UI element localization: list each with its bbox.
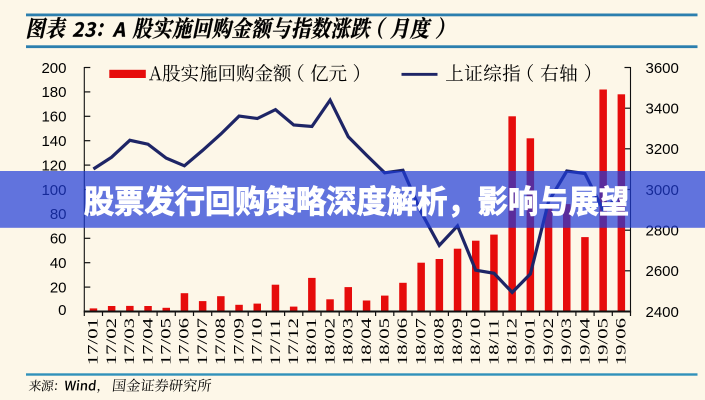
svg-text:18/12: 18/12 bbox=[504, 318, 520, 365]
svg-text:18/05: 18/05 bbox=[376, 318, 392, 365]
svg-text:60: 60 bbox=[50, 231, 67, 248]
svg-text:120: 120 bbox=[41, 157, 66, 174]
svg-text:17/11: 17/11 bbox=[267, 319, 283, 365]
svg-text:19/04: 19/04 bbox=[576, 318, 592, 365]
svg-text:18/04: 18/04 bbox=[358, 318, 374, 365]
svg-text:17/05: 17/05 bbox=[158, 318, 174, 365]
svg-text:18/09: 18/09 bbox=[449, 318, 465, 365]
svg-text:2600: 2600 bbox=[646, 263, 679, 280]
svg-text:19/01: 19/01 bbox=[522, 318, 538, 365]
svg-text:19/05: 19/05 bbox=[595, 318, 611, 365]
svg-text:17/03: 17/03 bbox=[121, 318, 137, 365]
svg-text:17/09: 17/09 bbox=[231, 318, 247, 365]
svg-text:3200: 3200 bbox=[646, 141, 679, 158]
svg-text:17/06: 17/06 bbox=[176, 318, 192, 365]
svg-text:18/10: 18/10 bbox=[467, 318, 483, 365]
svg-text:17/12: 17/12 bbox=[285, 318, 301, 365]
svg-text:17/01: 17/01 bbox=[85, 318, 101, 365]
svg-text:140: 140 bbox=[41, 133, 66, 150]
svg-text:19/02: 19/02 bbox=[540, 318, 556, 365]
svg-text:18/08: 18/08 bbox=[431, 318, 447, 365]
svg-text:18/11: 18/11 bbox=[485, 319, 501, 365]
svg-text:19/06: 19/06 bbox=[613, 318, 629, 365]
svg-text:0: 0 bbox=[58, 302, 66, 319]
svg-text:18/06: 18/06 bbox=[394, 318, 410, 365]
svg-text:160: 160 bbox=[41, 109, 66, 126]
svg-text:18/02: 18/02 bbox=[322, 318, 338, 365]
svg-text:19/03: 19/03 bbox=[558, 318, 574, 365]
svg-text:17/04: 17/04 bbox=[139, 318, 155, 365]
svg-text:17/02: 17/02 bbox=[103, 318, 119, 365]
svg-text:3400: 3400 bbox=[646, 101, 679, 118]
svg-text:17/08: 17/08 bbox=[212, 318, 228, 365]
svg-text:18/01: 18/01 bbox=[303, 318, 319, 365]
svg-text:20: 20 bbox=[50, 279, 67, 296]
svg-text:17/10: 17/10 bbox=[249, 318, 265, 365]
svg-text:18/07: 18/07 bbox=[413, 318, 429, 365]
svg-text:18/03: 18/03 bbox=[340, 318, 356, 365]
svg-text:2400: 2400 bbox=[646, 304, 679, 321]
svg-text:3600: 3600 bbox=[646, 60, 679, 77]
svg-text:17/07: 17/07 bbox=[194, 318, 210, 365]
svg-text:180: 180 bbox=[41, 84, 66, 101]
svg-text:200: 200 bbox=[41, 60, 66, 77]
svg-text:40: 40 bbox=[50, 255, 67, 272]
